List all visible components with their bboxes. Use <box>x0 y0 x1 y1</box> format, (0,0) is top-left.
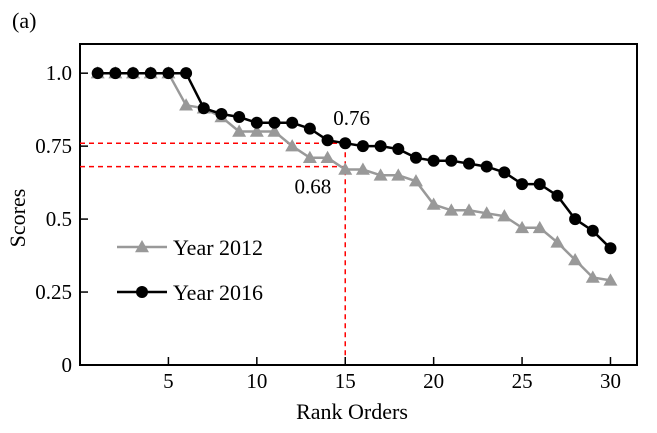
annotations: 0.76 0.68 <box>294 106 370 198</box>
data-point <box>250 116 263 129</box>
x-axis-label: Rank Orders <box>296 399 408 424</box>
data-point <box>233 110 246 123</box>
y-tick-label: 0.5 <box>46 207 72 231</box>
data-point <box>498 166 511 179</box>
series-line <box>97 71 612 250</box>
data-point <box>162 67 175 80</box>
data-point <box>144 67 157 80</box>
data-point <box>568 252 583 266</box>
data-point <box>302 150 317 164</box>
series-year-2012 <box>90 66 618 286</box>
data-point <box>374 140 387 153</box>
data-point <box>604 242 617 255</box>
data-point <box>286 116 299 129</box>
data-point <box>249 124 264 137</box>
data-point <box>551 189 564 202</box>
data-point <box>408 174 423 187</box>
data-point <box>391 168 406 181</box>
data-point <box>497 209 512 222</box>
data-point <box>321 134 334 147</box>
data-point <box>285 139 300 152</box>
data-point <box>180 67 193 80</box>
legend-marker <box>136 286 148 298</box>
data-point <box>569 213 582 226</box>
data-point <box>444 203 459 216</box>
x-tick-label: 20 <box>423 369 444 393</box>
data-point <box>109 67 122 80</box>
data-point <box>373 168 388 181</box>
legend-label: Year 2016 <box>173 280 263 305</box>
data-point <box>585 270 600 283</box>
data-point <box>320 150 335 164</box>
legend: Year 2012 Year 2016 <box>117 235 263 305</box>
data-point <box>338 162 353 175</box>
plot-frame <box>79 43 638 366</box>
data-point <box>532 220 547 234</box>
x-tick-label: 10 <box>246 369 267 393</box>
data-point <box>463 157 476 170</box>
y-axis-label: Scores <box>5 189 30 248</box>
annotation-label: 0.76 <box>333 106 370 130</box>
axis-ticks: 5 10 15 20 25 30 0 0.25 0.5 0.75 1.0 <box>35 61 621 393</box>
data-point <box>462 203 477 216</box>
data-point <box>480 160 493 173</box>
data-point <box>197 102 210 115</box>
data-point <box>586 224 599 237</box>
data-point <box>516 178 529 191</box>
data-point <box>533 178 546 191</box>
data-point <box>355 162 370 175</box>
series-layer <box>90 66 618 286</box>
data-point <box>268 116 281 129</box>
data-point <box>356 140 369 153</box>
y-tick-label: 0 <box>62 353 73 377</box>
data-point <box>392 143 405 156</box>
data-point <box>603 273 618 286</box>
reference-lines <box>80 142 346 365</box>
x-tick-label: 30 <box>600 369 621 393</box>
legend-marker <box>135 240 149 253</box>
data-point <box>515 220 530 234</box>
data-point <box>91 67 104 80</box>
data-point <box>267 124 282 137</box>
data-point <box>127 67 140 80</box>
plot-border <box>79 43 638 366</box>
annotation-label: 0.68 <box>294 175 331 199</box>
panel-label: (a) <box>12 8 36 33</box>
data-point <box>427 154 440 167</box>
y-tick-label: 0.75 <box>35 134 72 158</box>
data-point <box>479 206 494 219</box>
x-tick-label: 15 <box>335 369 356 393</box>
x-tick-label: 25 <box>512 369 533 393</box>
legend-label: Year 2012 <box>173 235 263 260</box>
x-tick-label: 5 <box>163 369 174 393</box>
series-year-2016 <box>91 67 617 255</box>
data-point <box>303 122 316 135</box>
data-point <box>445 154 458 167</box>
data-point <box>232 124 247 137</box>
data-point <box>550 235 565 248</box>
y-tick-label: 1.0 <box>46 61 72 85</box>
data-point <box>426 197 441 210</box>
y-tick-label: 0.25 <box>35 280 72 304</box>
data-point <box>179 98 194 111</box>
data-point <box>215 108 228 121</box>
data-point <box>409 151 422 164</box>
data-point <box>339 137 352 150</box>
